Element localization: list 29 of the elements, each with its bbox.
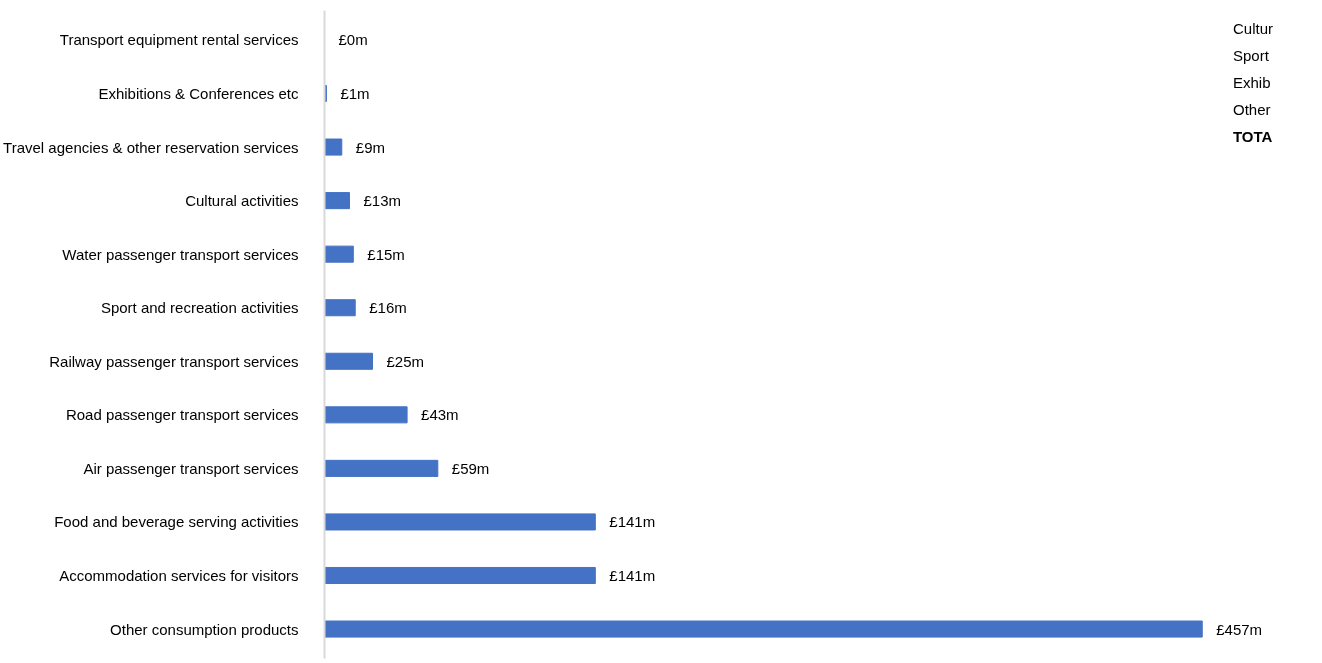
y-tick-label: Cultural activities xyxy=(185,192,299,210)
data-label: £141m xyxy=(609,566,656,584)
y-tick-label: Exhibitions & Conferences etc xyxy=(98,85,299,103)
y-tick-label: Travel agencies & other reservation services xyxy=(3,138,299,156)
y-tick-label: Air passenger transport services xyxy=(83,459,299,477)
data-label: £13m xyxy=(363,192,401,210)
data-label: £141m xyxy=(609,513,656,531)
data-label: £16m xyxy=(369,299,407,317)
text: Sport xyxy=(1232,47,1270,64)
data-label: £25m xyxy=(386,352,425,370)
data-label: £1m xyxy=(340,85,370,103)
y-tick-label: Water passenger transport services xyxy=(62,245,299,263)
y-tick-label: Food and beverage serving activities xyxy=(54,513,299,531)
text: Exhib xyxy=(1232,74,1271,91)
text: Cultur xyxy=(1232,20,1273,37)
data-label: £9m xyxy=(355,138,385,156)
data-label: £15m xyxy=(367,245,405,263)
y-tick-label: Transport equipment rental services xyxy=(59,31,299,49)
text: TOTA xyxy=(1232,128,1273,145)
y-tick-label: Railway passenger transport services xyxy=(49,352,299,370)
y-tick-label: Other consumption products xyxy=(110,620,299,638)
text: Other xyxy=(1232,101,1271,118)
data-label: £59m xyxy=(451,459,490,477)
data-label: £43m xyxy=(421,406,459,424)
y-tick-label: Accommodation services for visitors xyxy=(59,566,299,584)
y-tick-label: Sport and recreation activities xyxy=(100,299,299,317)
data-label: £457m xyxy=(1216,620,1263,638)
y-tick-label: Road passenger transport services xyxy=(65,406,299,424)
data-label: £0m xyxy=(338,31,368,49)
